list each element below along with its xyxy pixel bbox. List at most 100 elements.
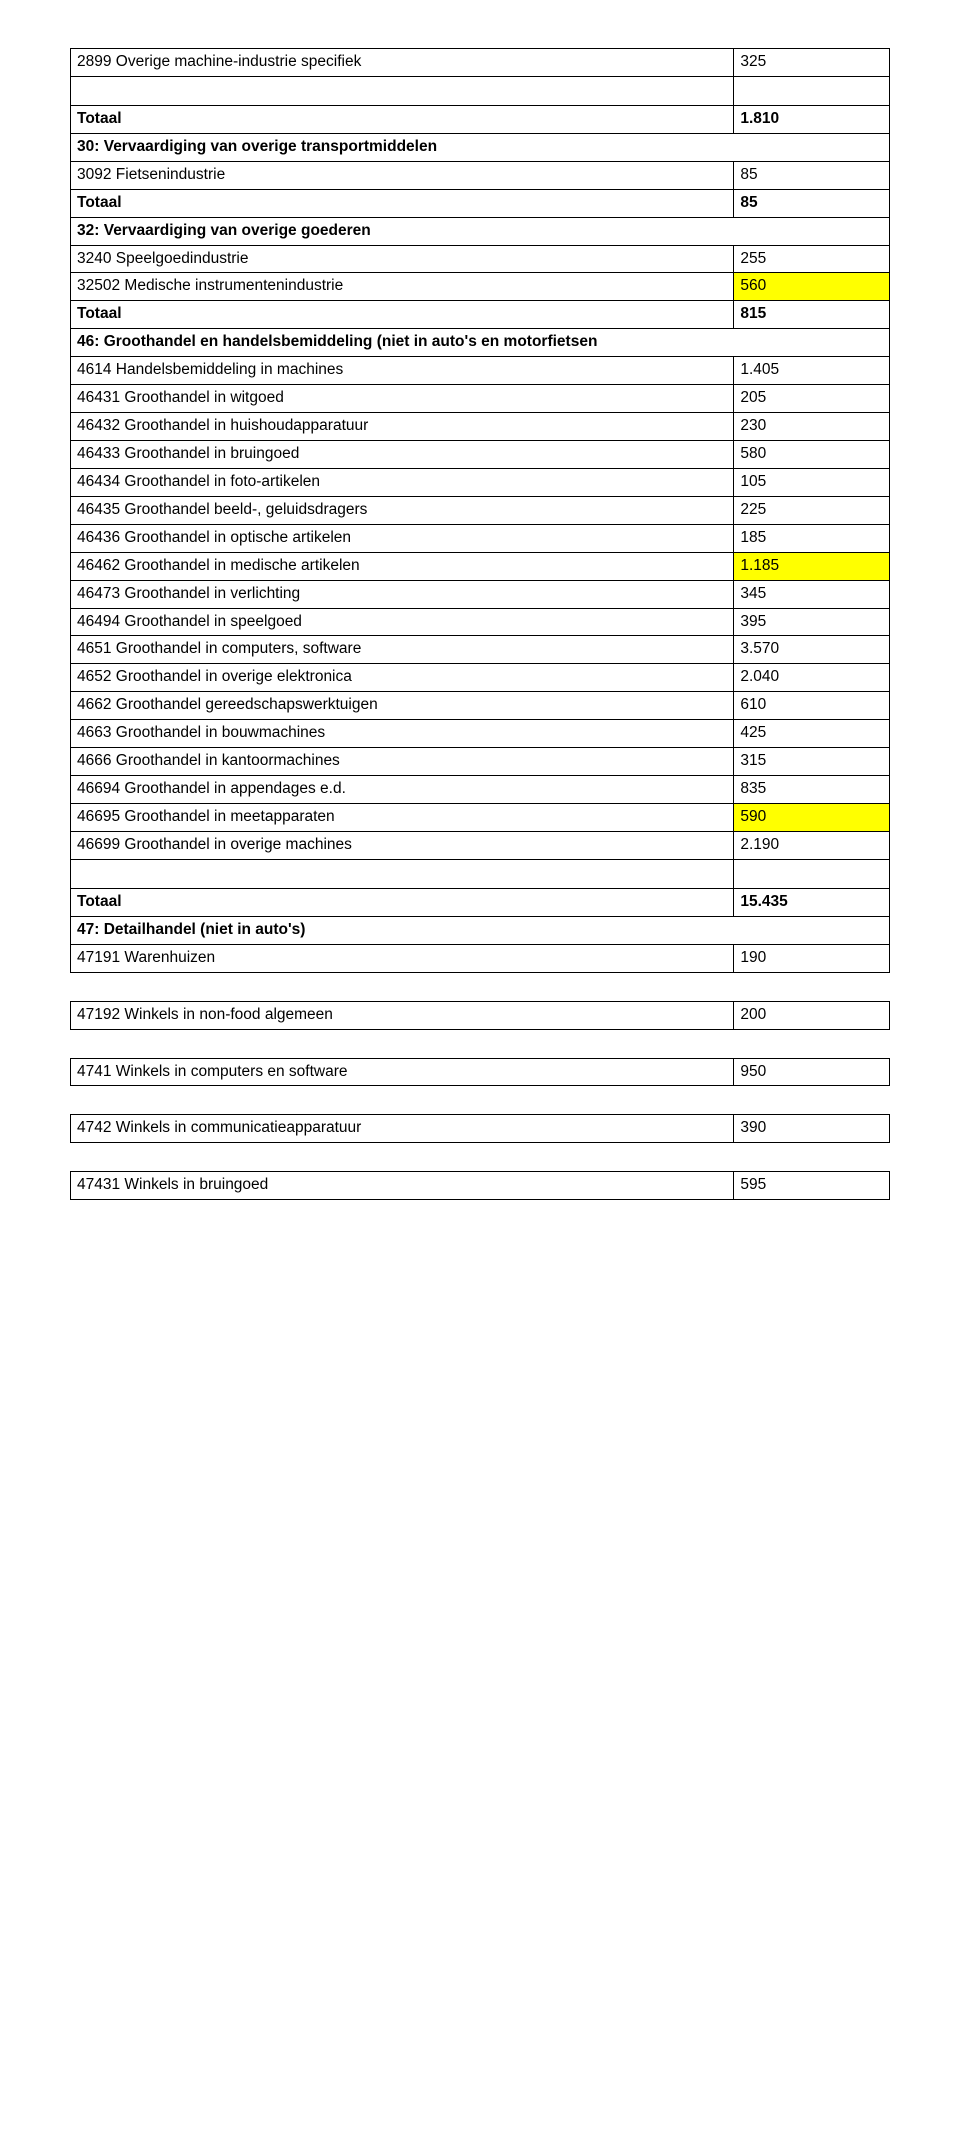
gap [70,1030,890,1058]
section-header: 46: Groothandel en handelsbemiddeling (n… [71,329,890,357]
cell-value: 395 [734,608,890,636]
table-row: 46473 Groothandel in verlichting 345 [71,580,890,608]
cell-value: 3.570 [734,636,890,664]
cell-label: 32502 Medische instrumentenindustrie [71,273,734,301]
cell-value: 185 [734,524,890,552]
gap [70,973,890,1001]
cell-label: 46699 Groothandel in overige machines [71,831,734,859]
sub-table-2: 47192 Winkels in non-food algemeen 200 [70,1001,890,1030]
table-row-blank [71,76,890,105]
table-row: 4651 Groothandel in computers, software … [71,636,890,664]
sub-table-4: 4742 Winkels in communicatieapparatuur 3… [70,1114,890,1143]
sub-table-5: 47431 Winkels in bruingoed 595 [70,1171,890,1200]
table-row-total: Totaal 15.435 [71,888,890,916]
section-header: 47: Detailhandel (niet in auto's) [71,916,890,944]
cell-blank [734,76,890,105]
table-row: 47431 Winkels in bruingoed 595 [71,1172,890,1200]
cell-value: 2.040 [734,664,890,692]
table-row-section-header: 32: Vervaardiging van overige goederen [71,217,890,245]
cell-value: 610 [734,692,890,720]
table-row: 46431 Groothandel in witgoed 205 [71,385,890,413]
table-row-section-header: 30: Vervaardiging van overige transportm… [71,133,890,161]
table-row-total: Totaal 85 [71,189,890,217]
cell-value: 950 [734,1058,890,1086]
main-table: 2899 Overige machine-industrie specifiek… [70,48,890,973]
cell-label: 4652 Groothandel in overige elektronica [71,664,734,692]
cell-label: 2899 Overige machine-industrie specifiek [71,49,734,77]
table-row: 4741 Winkels in computers en software 95… [71,1058,890,1086]
cell-label: 3240 Speelgoedindustrie [71,245,734,273]
cell-label-total: Totaal [71,888,734,916]
cell-value: 105 [734,468,890,496]
cell-label: 46433 Groothandel in bruingoed [71,440,734,468]
table-row: 4662 Groothandel gereedschapswerktuigen … [71,692,890,720]
cell-label-total: Totaal [71,301,734,329]
table-row: 4614 Handelsbemiddeling in machines 1.40… [71,357,890,385]
table-row: 2899 Overige machine-industrie specifiek… [71,49,890,77]
cell-label: 3092 Fietsenindustrie [71,161,734,189]
cell-value: 85 [734,161,890,189]
cell-value: 255 [734,245,890,273]
cell-label: 4614 Handelsbemiddeling in machines [71,357,734,385]
cell-label: 46435 Groothandel beeld-, geluidsdragers [71,496,734,524]
table-row-highlight: 46462 Groothandel in medische artikelen … [71,552,890,580]
cell-label: 46695 Groothandel in meetapparaten [71,803,734,831]
cell-label: 46494 Groothandel in speelgoed [71,608,734,636]
cell-blank [71,859,734,888]
cell-value-highlight: 590 [734,803,890,831]
table-row-blank [71,859,890,888]
cell-label: 46473 Groothandel in verlichting [71,580,734,608]
cell-value: 390 [734,1115,890,1143]
table-row-total: Totaal 1.810 [71,105,890,133]
cell-value: 1.405 [734,357,890,385]
table-row: 3240 Speelgoedindustrie 255 [71,245,890,273]
cell-value-total: 1.810 [734,105,890,133]
cell-label: 4663 Groothandel in bouwmachines [71,720,734,748]
table-row: 46694 Groothandel in appendages e.d. 835 [71,776,890,804]
cell-label: 46431 Groothandel in witgoed [71,385,734,413]
cell-label: 4742 Winkels in communicatieapparatuur [71,1115,734,1143]
cell-label: 47192 Winkels in non-food algemeen [71,1001,734,1029]
table-row: 4652 Groothandel in overige elektronica … [71,664,890,692]
cell-value: 205 [734,385,890,413]
table-row-highlight: 32502 Medische instrumentenindustrie 560 [71,273,890,301]
cell-value: 345 [734,580,890,608]
table-row: 46436 Groothandel in optische artikelen … [71,524,890,552]
table-row: 4742 Winkels in communicatieapparatuur 3… [71,1115,890,1143]
table-row-section-header: 47: Detailhandel (niet in auto's) [71,916,890,944]
section-header: 32: Vervaardiging van overige goederen [71,217,890,245]
table-row: 4663 Groothandel in bouwmachines 425 [71,720,890,748]
cell-value-highlight: 1.185 [734,552,890,580]
cell-label: 47191 Warenhuizen [71,944,734,972]
cell-blank [71,76,734,105]
section-header: 30: Vervaardiging van overige transportm… [71,133,890,161]
sub-table-3: 4741 Winkels in computers en software 95… [70,1058,890,1087]
cell-label-total: Totaal [71,105,734,133]
cell-value-total: 15.435 [734,888,890,916]
cell-label: 4662 Groothandel gereedschapswerktuigen [71,692,734,720]
cell-label: 4741 Winkels in computers en software [71,1058,734,1086]
cell-value-total: 85 [734,189,890,217]
cell-value: 190 [734,944,890,972]
cell-value: 325 [734,49,890,77]
cell-label-total: Totaal [71,189,734,217]
cell-value: 225 [734,496,890,524]
table-row-highlight: 46695 Groothandel in meetapparaten 590 [71,803,890,831]
table-row-total: Totaal 815 [71,301,890,329]
table-row: 3092 Fietsenindustrie 85 [71,161,890,189]
cell-label: 46434 Groothandel in foto-artikelen [71,468,734,496]
cell-value: 595 [734,1172,890,1200]
table-row: 46699 Groothandel in overige machines 2.… [71,831,890,859]
cell-label: 46436 Groothandel in optische artikelen [71,524,734,552]
table-row: 46434 Groothandel in foto-artikelen 105 [71,468,890,496]
cell-value: 200 [734,1001,890,1029]
cell-label: 4666 Groothandel in kantoormachines [71,748,734,776]
cell-label: 46694 Groothandel in appendages e.d. [71,776,734,804]
cell-label: 47431 Winkels in bruingoed [71,1172,734,1200]
cell-value: 835 [734,776,890,804]
table-row-section-header: 46: Groothandel en handelsbemiddeling (n… [71,329,890,357]
table-row: 46432 Groothandel in huishoudapparatuur … [71,413,890,441]
cell-value: 2.190 [734,831,890,859]
table-row: 47192 Winkels in non-food algemeen 200 [71,1001,890,1029]
cell-value: 315 [734,748,890,776]
